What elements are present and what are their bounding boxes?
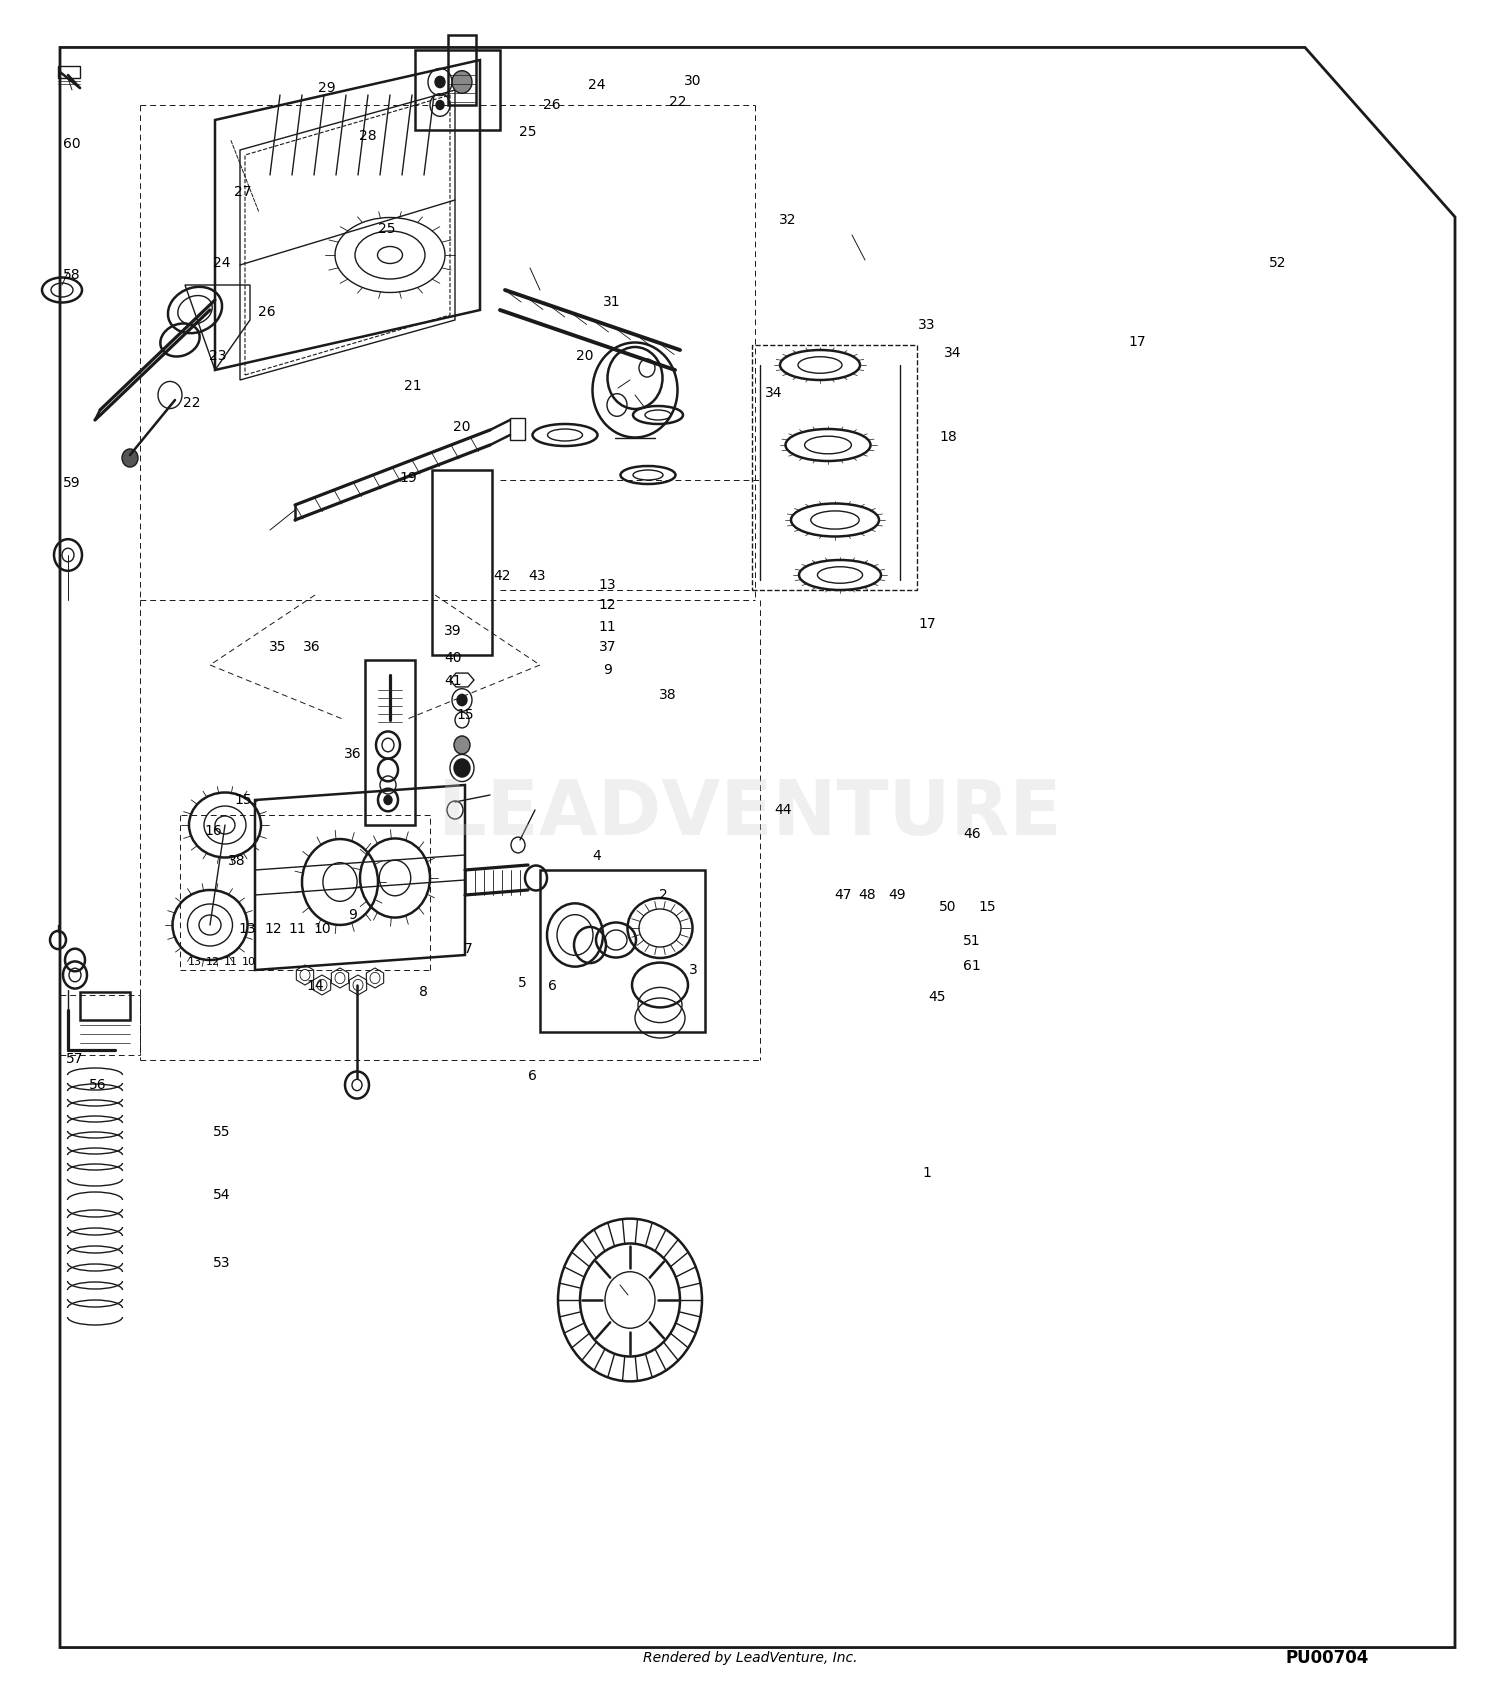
Text: 11: 11 xyxy=(598,620,616,634)
Text: 23: 23 xyxy=(209,349,226,363)
Text: 61: 61 xyxy=(963,959,981,973)
Text: 57: 57 xyxy=(66,1053,84,1066)
Text: 4: 4 xyxy=(592,849,602,863)
Bar xyxy=(752,346,916,590)
Text: 9: 9 xyxy=(348,909,357,922)
Text: 20: 20 xyxy=(576,349,594,363)
Text: 22: 22 xyxy=(183,397,201,410)
Text: 20: 20 xyxy=(453,420,471,434)
Text: 33: 33 xyxy=(918,319,936,332)
Text: 51: 51 xyxy=(963,934,981,948)
Text: 15: 15 xyxy=(456,709,474,722)
Text: 55: 55 xyxy=(213,1125,231,1139)
Text: 6: 6 xyxy=(548,980,556,993)
Text: 38: 38 xyxy=(228,854,246,868)
Text: 26: 26 xyxy=(258,305,276,319)
Text: 15: 15 xyxy=(234,793,252,807)
Text: 38: 38 xyxy=(658,688,676,702)
Text: 59: 59 xyxy=(63,476,81,490)
Text: 19: 19 xyxy=(399,471,417,485)
Text: 18: 18 xyxy=(939,431,957,444)
Circle shape xyxy=(458,695,466,705)
Text: 17: 17 xyxy=(1128,336,1146,349)
Text: 58: 58 xyxy=(63,268,81,281)
Text: 6: 6 xyxy=(528,1070,537,1083)
Text: 35: 35 xyxy=(268,641,286,654)
Text: 11: 11 xyxy=(288,922,306,936)
Text: 3: 3 xyxy=(688,963,698,976)
Text: 13: 13 xyxy=(238,922,256,936)
Circle shape xyxy=(452,71,472,93)
Text: 12: 12 xyxy=(264,922,282,936)
Circle shape xyxy=(435,76,445,88)
Text: 17: 17 xyxy=(918,617,936,631)
Bar xyxy=(58,66,80,78)
Text: 30: 30 xyxy=(684,75,702,88)
Text: 5: 5 xyxy=(518,976,526,990)
Text: 36: 36 xyxy=(344,747,362,761)
Text: 2: 2 xyxy=(658,888,668,902)
Text: 12: 12 xyxy=(206,958,220,968)
Text: 24: 24 xyxy=(588,78,606,92)
Text: 7: 7 xyxy=(464,942,472,956)
Text: 14: 14 xyxy=(306,980,324,993)
Text: 39: 39 xyxy=(444,624,462,637)
Text: 26: 26 xyxy=(543,98,561,112)
Text: 34: 34 xyxy=(944,346,962,359)
Text: 48: 48 xyxy=(858,888,876,902)
Text: 40: 40 xyxy=(444,651,462,664)
Circle shape xyxy=(454,736,470,754)
Text: LEADVENTURE: LEADVENTURE xyxy=(438,776,1062,851)
Bar xyxy=(448,36,476,105)
Bar xyxy=(510,419,525,441)
Text: 25: 25 xyxy=(519,125,537,139)
Text: 47: 47 xyxy=(834,888,852,902)
Text: 54: 54 xyxy=(213,1188,231,1202)
Bar xyxy=(80,992,130,1020)
Text: 10: 10 xyxy=(242,958,256,968)
Text: 16: 16 xyxy=(204,824,222,837)
Text: 41: 41 xyxy=(444,675,462,688)
Text: 44: 44 xyxy=(774,803,792,817)
Text: 15: 15 xyxy=(978,900,996,914)
Circle shape xyxy=(384,795,392,805)
Text: 13: 13 xyxy=(188,958,202,968)
Text: 24: 24 xyxy=(213,256,231,270)
Text: 10: 10 xyxy=(314,922,332,936)
Text: 56: 56 xyxy=(88,1078,106,1092)
Bar xyxy=(432,470,492,654)
Text: 46: 46 xyxy=(963,827,981,841)
Circle shape xyxy=(122,449,138,468)
Text: 31: 31 xyxy=(603,295,621,308)
Text: Rendered by LeadVenture, Inc.: Rendered by LeadVenture, Inc. xyxy=(642,1651,858,1664)
Circle shape xyxy=(436,100,444,110)
Text: 13: 13 xyxy=(598,578,616,592)
Text: 50: 50 xyxy=(939,900,957,914)
Text: 49: 49 xyxy=(888,888,906,902)
Text: 25: 25 xyxy=(378,222,396,236)
Text: 29: 29 xyxy=(318,81,336,95)
Text: 28: 28 xyxy=(358,129,376,142)
Text: 9: 9 xyxy=(603,663,612,676)
Text: 32: 32 xyxy=(778,214,796,227)
Text: 52: 52 xyxy=(1269,256,1287,270)
Text: 22: 22 xyxy=(669,95,687,108)
Text: 45: 45 xyxy=(928,990,946,1003)
Text: 36: 36 xyxy=(303,641,321,654)
Circle shape xyxy=(454,759,470,776)
Text: 43: 43 xyxy=(528,570,546,583)
Text: 12: 12 xyxy=(598,598,616,612)
Text: 60: 60 xyxy=(63,137,81,151)
Text: 8: 8 xyxy=(419,985,428,998)
Text: 27: 27 xyxy=(234,185,252,198)
Text: 53: 53 xyxy=(213,1256,231,1270)
Text: 42: 42 xyxy=(494,570,512,583)
Text: 37: 37 xyxy=(598,641,616,654)
Text: PU00704: PU00704 xyxy=(1286,1649,1370,1666)
Text: 11: 11 xyxy=(224,958,238,968)
Text: 34: 34 xyxy=(765,386,783,400)
Text: 21: 21 xyxy=(404,380,422,393)
Text: 1: 1 xyxy=(922,1166,932,1180)
